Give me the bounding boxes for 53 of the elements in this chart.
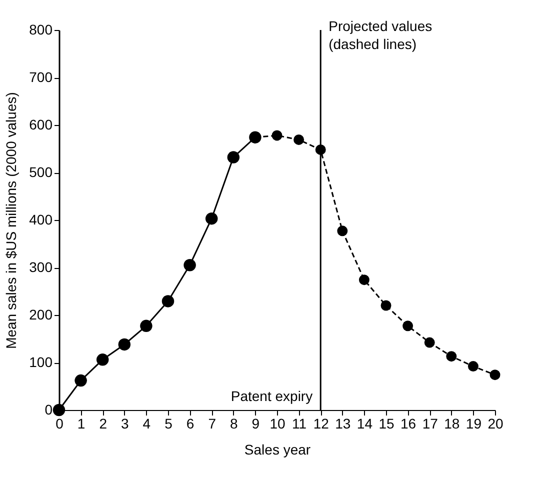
- point: [96, 354, 109, 366]
- point: [358, 274, 370, 286]
- x-tick-label: 0: [56, 416, 64, 432]
- x-tick-label: 7: [208, 416, 216, 432]
- point: [74, 374, 87, 387]
- x-tick-label: 20: [488, 416, 504, 432]
- point: [162, 295, 174, 308]
- point: [446, 351, 457, 362]
- x-tick-label: 12: [313, 416, 330, 432]
- y-tick-label: 800: [29, 22, 53, 38]
- x-tick-label: 6: [186, 416, 194, 432]
- point: [227, 151, 240, 164]
- point: [118, 338, 131, 351]
- y-tick-label: 500: [29, 164, 53, 180]
- y-tick-label: 300: [29, 259, 53, 275]
- x-tick-label: 8: [230, 416, 238, 432]
- y-tick-label: 400: [29, 212, 53, 228]
- point: [52, 404, 66, 416]
- y-tick-label: 600: [29, 116, 53, 132]
- x-tick-label: 17: [422, 416, 438, 432]
- y-tick-label: 0: [44, 402, 53, 418]
- y-tick-label: 200: [29, 306, 53, 322]
- point: [294, 134, 304, 145]
- x-tick-label: 11: [292, 416, 307, 432]
- point: [337, 226, 348, 236]
- point: [205, 212, 218, 225]
- x-tick-label: 18: [444, 416, 460, 432]
- x-tick-label: 15: [378, 416, 394, 432]
- x-tick-label: 19: [466, 416, 482, 432]
- y-tick-label: 100: [29, 354, 53, 370]
- point: [424, 337, 435, 348]
- x-tick-label: 5: [164, 416, 173, 432]
- y-axis-title: Mean sales in $US millions (2000 values): [3, 92, 20, 349]
- x-tick-label: 14: [356, 416, 373, 432]
- annotation: Projected values (dashed lines): [328, 18, 432, 52]
- y-tick-label: 700: [29, 69, 53, 85]
- x-tick-label: 9: [252, 416, 260, 432]
- point: [380, 300, 392, 311]
- x-tick-label: 3: [121, 416, 129, 432]
- x-tick-label: 16: [400, 416, 416, 432]
- ref-line-label: Patent expiry: [230, 388, 313, 404]
- point: [272, 130, 282, 141]
- point: [184, 259, 196, 272]
- x-tick-label: 1: [77, 416, 86, 432]
- x-tick-label: 4: [142, 416, 151, 432]
- x-tick-label: 2: [99, 416, 108, 432]
- x-axis-title: Sales year: [244, 442, 311, 458]
- point: [140, 320, 152, 332]
- x-tick-label: 13: [335, 416, 351, 432]
- point: [490, 370, 500, 380]
- point: [468, 361, 478, 372]
- point: [402, 320, 414, 332]
- x-tick-label: 10: [270, 416, 286, 432]
